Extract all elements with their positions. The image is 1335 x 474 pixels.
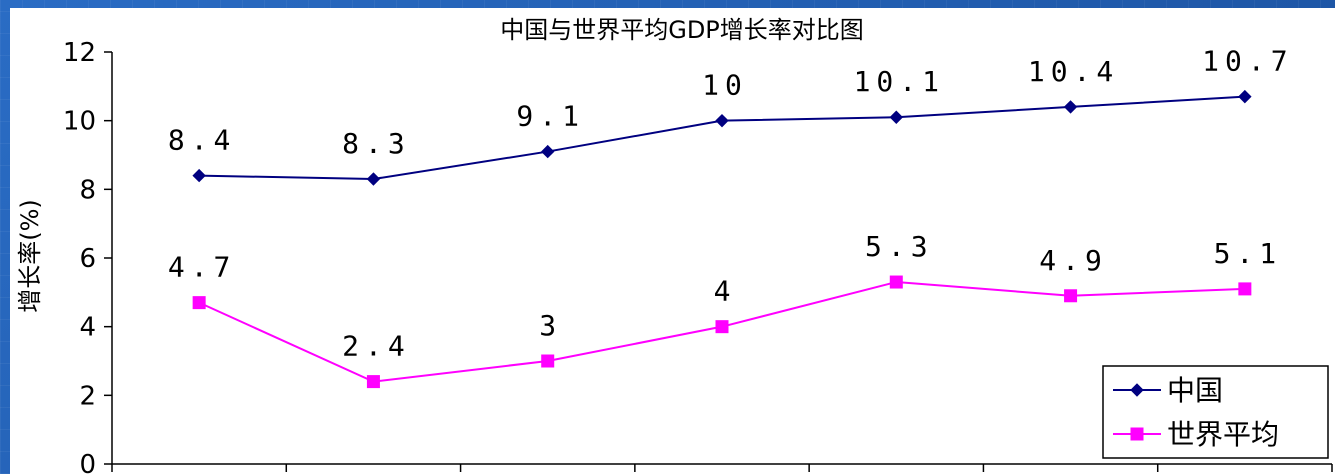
- series-layer: 8.4 8.3 9.1 10 10.1 10.4 10.7 4.7 2.4 3 4 5.3 4.9 5.1: [168, 45, 1294, 388]
- y-tick-label: 12: [63, 38, 96, 68]
- data-point: [716, 115, 728, 127]
- data-point: [367, 173, 379, 185]
- data-point: [890, 276, 902, 288]
- data-label: 5.1: [1214, 237, 1283, 270]
- data-label: 5.3: [865, 230, 934, 263]
- data-point: [716, 321, 728, 333]
- data-label: 10.4: [1028, 55, 1119, 88]
- legend-label: 中国: [1167, 374, 1223, 407]
- chart-title: 中国与世界平均GDP增长率对比图: [500, 16, 864, 44]
- data-label: 10: [702, 69, 748, 102]
- data-point: [1065, 290, 1077, 302]
- legend-label: 世界平均: [1167, 418, 1279, 451]
- data-label: 8.3: [342, 127, 411, 160]
- data-label: 10.7: [1202, 45, 1293, 78]
- data-label: 9.1: [516, 100, 585, 133]
- chart-panel: 中国与世界平均GDP增长率对比图 增长率(%) 0 2 4 6 8 10 12 8.4 8.3…: [10, 8, 1335, 474]
- y-tick-label: 2: [79, 381, 96, 411]
- data-point: [542, 146, 554, 158]
- data-point: [193, 170, 205, 182]
- y-axis-label: 增长率(%): [16, 199, 44, 313]
- data-point: [1065, 101, 1077, 113]
- series-china: 8.4 8.3 9.1 10 10.1 10.4 10.7: [168, 45, 1294, 185]
- data-label: 8.4: [168, 124, 237, 157]
- series-world-average: 4.7 2.4 3 4 5.3 4.9 5.1: [168, 230, 1282, 388]
- line-chart: 中国与世界平均GDP增长率对比图 增长率(%) 0 2 4 6 8 10 12 8.4 8.3…: [10, 8, 1335, 474]
- data-point: [542, 355, 554, 367]
- data-label: 4.7: [168, 251, 237, 284]
- data-point: [367, 376, 379, 388]
- data-label: 4.9: [1039, 244, 1108, 277]
- data-label: 2.4: [342, 330, 411, 363]
- y-tick-label: 0: [79, 450, 96, 474]
- y-tick-label: 4: [79, 313, 96, 343]
- data-point: [890, 111, 902, 123]
- y-tick-label: 10: [63, 107, 96, 137]
- data-label: 4: [714, 275, 737, 308]
- data-point: [1239, 91, 1251, 103]
- data-point: [1239, 283, 1251, 295]
- y-tick-label: 8: [79, 175, 96, 205]
- data-label: 3: [539, 309, 562, 342]
- data-label: 10.1: [854, 65, 945, 98]
- y-tick-label: 6: [79, 244, 96, 274]
- data-point: [193, 297, 205, 309]
- legend-marker: [1131, 428, 1143, 440]
